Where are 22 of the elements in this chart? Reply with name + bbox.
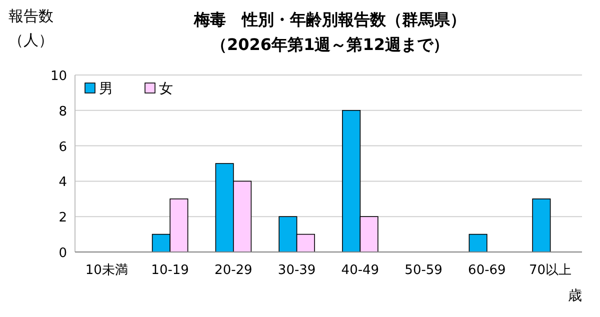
x-axis-title: 歳	[568, 288, 582, 304]
chart-title: 梅毒 性別・年齢別報告数（群馬県）	[193, 10, 466, 29]
bar	[532, 198, 551, 252]
x-tick-label: 10-19	[151, 263, 189, 278]
y-tick-label: 8	[58, 104, 67, 120]
y-tick-label: 4	[58, 175, 67, 190]
y-tick-label: 6	[58, 140, 67, 155]
bar	[468, 234, 488, 252]
x-tick-label: 60-69	[468, 263, 506, 278]
chart-subtitle: （2026年第1週～第12週まで）	[211, 35, 449, 54]
x-tick-label: 30-39	[278, 263, 316, 278]
y-tick-label: 10	[50, 69, 67, 84]
y-tick-label: 2	[58, 210, 67, 226]
x-tick-label: 50-59	[404, 263, 442, 278]
x-tick-label: 40-49	[341, 263, 380, 278]
y-tick-label: 0	[58, 246, 67, 261]
x-tick-label: 70以上	[529, 263, 572, 278]
y-axis-title: 報告数（人）	[8, 6, 54, 51]
legend-label: 男	[99, 81, 113, 97]
x-tick-label: 20-29	[214, 263, 252, 278]
legend-label: 女	[159, 81, 173, 97]
x-tick-label: 10未満	[85, 263, 128, 278]
